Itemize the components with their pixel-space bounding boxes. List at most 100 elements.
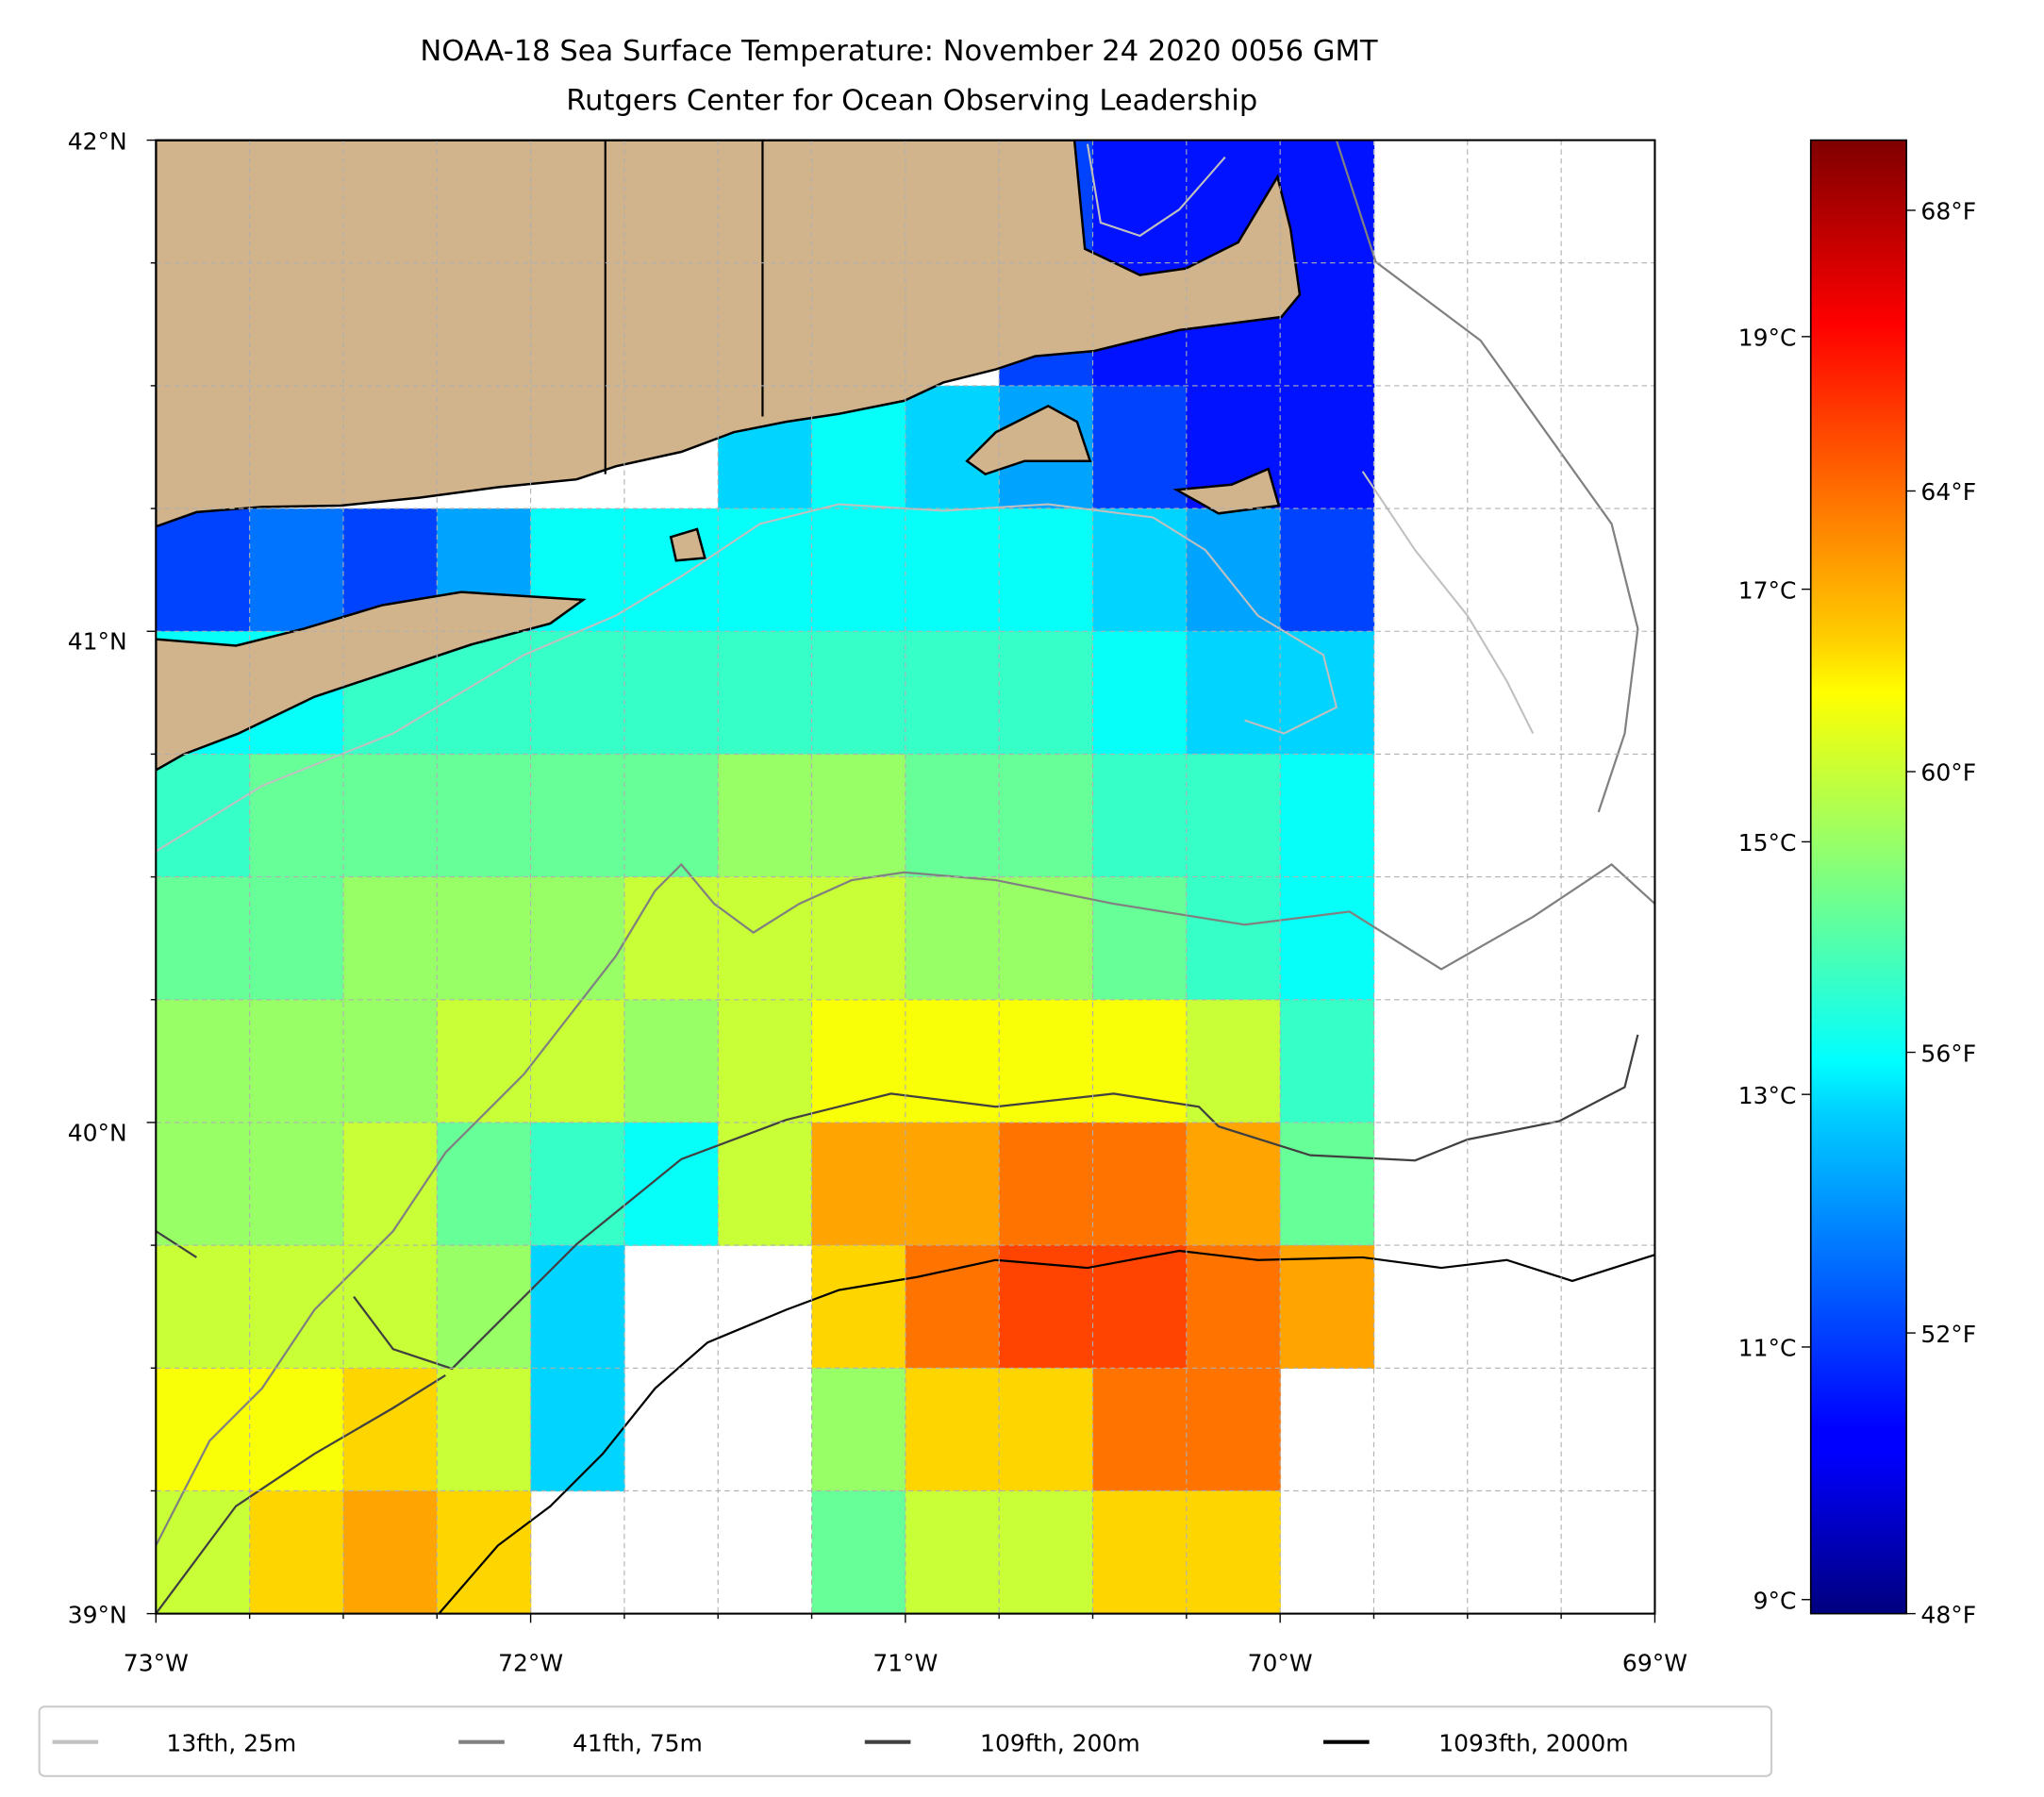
sst-cell	[999, 1490, 1094, 1614]
graticule	[156, 140, 1655, 1614]
sst-cell	[623, 631, 719, 756]
sst-cell	[811, 631, 906, 756]
sst-cell	[156, 754, 251, 878]
sst-cell	[249, 1245, 344, 1369]
sst-cell	[1092, 631, 1188, 756]
sst-cell	[156, 876, 251, 1001]
y-tick-label: 42°N	[68, 127, 127, 155]
sst-cell	[1092, 1368, 1188, 1492]
legend-label: 13fth, 25m	[166, 1729, 296, 1756]
sst-cell	[249, 876, 344, 1001]
colorbar-ticks: 68°F 64°F 60°F 56°F 52°F 48°F 19°C 17°C 15°C 13°C…	[1738, 198, 1976, 1629]
sst-cell	[1280, 508, 1375, 632]
axis-ticks	[146, 139, 1656, 1623]
x-tick-label: 69°W	[1622, 1650, 1687, 1677]
sst-cell	[811, 1122, 906, 1246]
sst-cell	[342, 1122, 438, 1246]
sst-cell	[811, 999, 906, 1123]
sst-cell	[718, 1122, 813, 1246]
sst-cell	[156, 999, 251, 1123]
colorbar-label-f: 60°F	[1920, 759, 1976, 787]
sst-cell	[156, 508, 251, 632]
sst-cell	[811, 508, 906, 632]
land	[156, 140, 1302, 772]
sst-cell	[1280, 631, 1375, 756]
sst-cell	[999, 1122, 1094, 1246]
sst-cell	[811, 1490, 906, 1614]
colorbar-label-c: 9°C	[1753, 1587, 1797, 1614]
sst-cell	[905, 508, 1000, 632]
legend-label: 109fth, 200m	[980, 1729, 1140, 1756]
sst-cell	[905, 999, 1000, 1123]
sst-cell	[718, 508, 813, 632]
sst-cell	[999, 1245, 1094, 1369]
sst-cell	[530, 1245, 625, 1369]
isobath-25m	[156, 143, 1535, 853]
sst-cell	[718, 754, 813, 878]
sst-cell	[156, 1245, 251, 1369]
colorbar-label-f: 56°F	[1920, 1040, 1976, 1067]
sst-cell	[1280, 999, 1375, 1123]
colorbar-label-c: 19°C	[1738, 324, 1797, 352]
isobath-75m	[156, 140, 1655, 1546]
x-tick-label: 70°W	[1248, 1650, 1313, 1677]
sst-cell	[1280, 140, 1375, 264]
sst-cell	[1186, 631, 1281, 756]
sst-cell	[342, 1490, 438, 1614]
sst-cell	[530, 876, 625, 1001]
x-tick-label: 72°W	[498, 1650, 563, 1677]
sst-cell	[905, 631, 1000, 756]
sst-cell	[811, 876, 906, 1001]
sst-cell	[623, 508, 719, 632]
colorbar-label-c: 13°C	[1738, 1082, 1797, 1109]
isobath-2000m	[438, 1249, 1655, 1614]
colorbar-label-c: 17°C	[1738, 576, 1797, 604]
sst-cell	[1092, 1490, 1188, 1614]
sst-cell	[999, 1368, 1094, 1492]
sst-cell	[156, 1122, 251, 1246]
sst-cell	[1186, 1245, 1281, 1369]
sst-cell	[1186, 754, 1281, 878]
sst-cell	[1186, 1490, 1281, 1614]
land-long-island	[156, 591, 587, 772]
sst-cell	[1092, 385, 1188, 509]
sst-cell	[342, 1245, 438, 1369]
land-nantucket	[1172, 467, 1281, 515]
sst-cell	[1186, 1122, 1281, 1246]
sst-cell	[530, 1368, 625, 1492]
sst-cell	[905, 1368, 1000, 1492]
sst-cell	[530, 754, 625, 878]
figure-title: NOAA-18 Sea Surface Temperature: Novembe…	[420, 35, 1377, 68]
sst-cell	[623, 754, 719, 878]
sst-cell	[530, 999, 625, 1123]
sst-cell	[905, 1490, 1000, 1614]
map-area	[156, 140, 1655, 1614]
sst-cell	[1186, 999, 1281, 1123]
sst-cell	[1092, 508, 1188, 632]
y-tick-label: 39°N	[68, 1601, 127, 1628]
sst-cell	[249, 999, 344, 1123]
sst-cell	[999, 631, 1094, 756]
land-new-england	[156, 140, 1302, 528]
sst-cell	[342, 999, 438, 1123]
y-tick-label: 41°N	[68, 628, 127, 656]
land-block-island	[669, 527, 706, 562]
sst-cell	[437, 876, 532, 1001]
sst-cell	[623, 999, 719, 1123]
sst-cell	[249, 1122, 344, 1246]
x-tick-label: 73°W	[124, 1650, 189, 1677]
sst-cell	[437, 1490, 532, 1614]
sst-cell	[156, 1368, 251, 1492]
figure-subtitle: Rutgers Center for Ocean Observing Leade…	[566, 85, 1257, 118]
sst-cell	[718, 876, 813, 1001]
sst-cell	[1186, 508, 1281, 632]
colorbar-label-c: 15°C	[1738, 829, 1797, 857]
colorbar-label-f: 64°F	[1920, 478, 1976, 506]
colorbar-label-f: 52°F	[1920, 1321, 1976, 1348]
sst-cell	[811, 1245, 906, 1369]
sst-cell	[1280, 1122, 1375, 1246]
sst-cell	[1280, 876, 1375, 1001]
colorbar	[1809, 139, 1907, 1615]
legend-label: 1093fth, 2000m	[1438, 1729, 1628, 1756]
